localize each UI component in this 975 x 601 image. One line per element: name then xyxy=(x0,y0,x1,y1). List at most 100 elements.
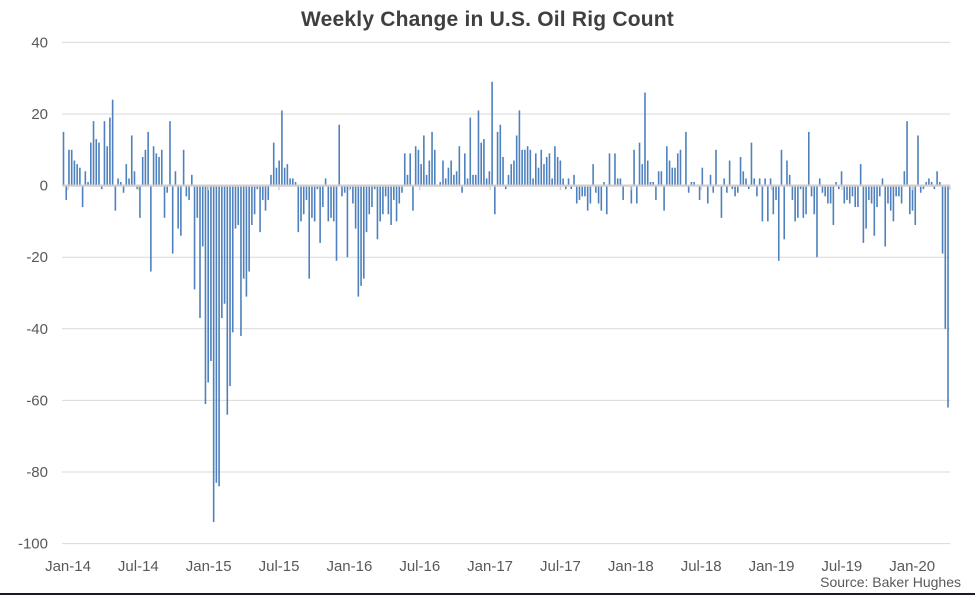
bar xyxy=(543,164,545,186)
bar xyxy=(193,185,196,290)
bar xyxy=(889,185,892,211)
bar xyxy=(799,185,802,190)
bar xyxy=(398,185,401,204)
bar xyxy=(442,160,444,186)
bar xyxy=(764,178,766,186)
bar xyxy=(229,185,231,387)
bar xyxy=(338,124,341,186)
bar xyxy=(231,185,234,333)
bar xyxy=(379,185,381,222)
bar xyxy=(212,185,215,523)
bar xyxy=(373,185,376,190)
bar xyxy=(125,164,128,186)
bar xyxy=(382,185,384,215)
bar xyxy=(592,164,594,186)
bar xyxy=(267,185,270,200)
bar xyxy=(646,160,649,186)
bar xyxy=(540,149,543,186)
bar xyxy=(248,185,250,272)
bar xyxy=(428,160,431,186)
bar xyxy=(458,146,461,186)
bar xyxy=(813,185,816,215)
bar xyxy=(575,185,578,204)
bar xyxy=(720,185,723,218)
bar xyxy=(772,185,775,215)
bar xyxy=(420,164,422,186)
bar xyxy=(742,171,745,186)
bar xyxy=(371,185,373,208)
bar xyxy=(829,185,832,204)
bar xyxy=(343,185,346,193)
bar xyxy=(283,167,286,186)
x-axis-tick-label: Jan-17 xyxy=(467,558,513,575)
bar xyxy=(292,178,294,186)
bar xyxy=(474,174,477,186)
bar xyxy=(499,124,502,186)
bar xyxy=(103,121,106,186)
bar xyxy=(761,185,764,222)
bar xyxy=(308,185,310,279)
bar xyxy=(515,135,518,186)
bar xyxy=(892,185,895,222)
bar xyxy=(769,178,772,186)
bar xyxy=(95,139,98,186)
bar xyxy=(807,131,810,186)
bar xyxy=(605,185,608,215)
bar xyxy=(185,185,188,197)
bar xyxy=(777,185,780,261)
bar xyxy=(109,117,111,186)
bar xyxy=(513,160,515,186)
bar xyxy=(240,185,242,336)
bar xyxy=(393,185,395,200)
bar xyxy=(360,185,362,286)
bar xyxy=(485,178,488,186)
bar xyxy=(128,178,130,186)
bar xyxy=(676,153,679,186)
bar xyxy=(545,156,548,186)
bar xyxy=(715,149,717,186)
bar xyxy=(832,185,835,225)
bar xyxy=(281,110,283,186)
bar xyxy=(305,185,308,200)
y-axis-tick-label: -20 xyxy=(26,249,48,266)
bar xyxy=(559,160,562,186)
bar xyxy=(431,131,433,186)
bar xyxy=(939,182,941,186)
bar xyxy=(141,156,144,186)
bar xyxy=(480,142,482,186)
bar xyxy=(780,149,783,186)
bar xyxy=(529,149,532,186)
bar xyxy=(936,171,938,186)
bar xyxy=(723,178,725,186)
bar xyxy=(169,121,171,186)
bar xyxy=(739,156,742,186)
bar xyxy=(573,174,575,186)
bar xyxy=(294,182,297,186)
bar xyxy=(933,185,936,190)
bar xyxy=(450,160,452,186)
bar xyxy=(100,185,103,190)
chart-bottom-border xyxy=(0,593,975,595)
bar xyxy=(603,182,605,186)
bar xyxy=(158,156,160,186)
bar xyxy=(87,182,89,186)
bar xyxy=(783,185,786,240)
bar xyxy=(671,167,674,186)
bar xyxy=(204,185,207,404)
bar xyxy=(906,121,908,186)
bar xyxy=(341,185,343,197)
bar xyxy=(608,153,611,186)
bar xyxy=(316,185,319,190)
x-axis-tick-label: Jan-14 xyxy=(45,558,91,575)
bar xyxy=(70,149,73,186)
bar xyxy=(387,185,390,215)
bar xyxy=(657,171,660,186)
y-axis-tick-label: -80 xyxy=(26,464,48,481)
bar xyxy=(914,185,917,225)
bar xyxy=(196,185,199,218)
bar xyxy=(644,92,646,186)
bar xyxy=(191,174,193,186)
bar xyxy=(166,185,169,193)
